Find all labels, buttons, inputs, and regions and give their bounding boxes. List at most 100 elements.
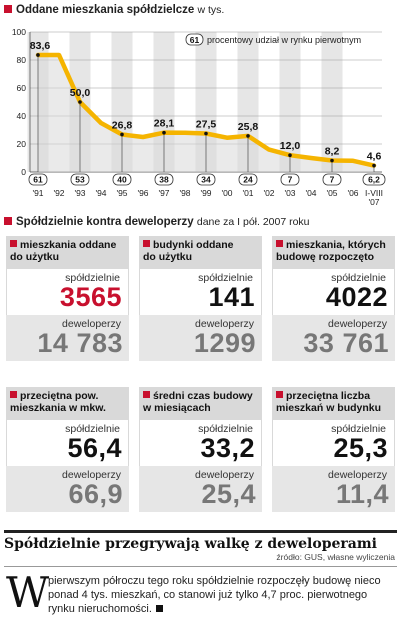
card-bottom: deweloperzy 11,4 <box>272 466 395 512</box>
card-bottom-label: deweloperzy <box>328 318 387 330</box>
card-bottom-label: deweloperzy <box>62 469 121 481</box>
data-label: 83,6 <box>30 40 51 52</box>
housing-chart: 0 20 40 60 80 100 83,6 50,0 26,8 28,1 27,5 25,8 12,0… <box>12 27 386 207</box>
section2-subtitle: dane za I pół. 2007 roku <box>196 216 310 228</box>
x-tick-label: '00 <box>221 188 232 198</box>
card-title-line1: mieszkania oddane <box>20 239 117 251</box>
article-body-text: pierwszym półroczu tego roku spółdzielni… <box>48 575 381 615</box>
section2-title: Spółdzielnie kontra deweloperzy dane za … <box>4 216 310 228</box>
chart-title-unit: w tys. <box>197 4 225 16</box>
card-bottom-value: 14 783 <box>37 328 123 358</box>
card-bottom-value: 25,4 <box>201 479 256 509</box>
y-tick-label: 40 <box>17 111 27 121</box>
legend-badge-text: 61 <box>190 35 200 45</box>
card-top-label: spółdzielnie <box>198 423 253 435</box>
y-tick-label: 20 <box>17 139 27 149</box>
red-square-icon <box>4 217 12 225</box>
card-bottom-value: 66,9 <box>68 479 123 509</box>
x-tick-label: '92 <box>53 188 64 198</box>
card-top-label: spółdzielnie <box>331 423 386 435</box>
card-top-value: 33,2 <box>200 433 255 463</box>
data-point <box>246 134 250 138</box>
data-point <box>36 53 40 57</box>
data-label: 25,8 <box>238 121 259 133</box>
card-top: spółdzielnie 56,4 <box>6 420 129 466</box>
red-square-icon <box>276 240 283 247</box>
x-tick-label: I-VIII <box>365 188 383 198</box>
card-title: przeciętna pow. mieszkania w mkw. <box>6 387 129 420</box>
x-tick-label: '05 <box>326 188 337 198</box>
share-badge <box>280 173 300 186</box>
data-point <box>204 131 208 136</box>
share-badge-text: 6,2 <box>368 175 380 185</box>
y-tick-label: 100 <box>12 27 26 37</box>
data-label: 8,2 <box>325 146 340 158</box>
legend-badge <box>185 33 204 46</box>
x-tick-label: '02 <box>263 188 274 198</box>
card-title-line1: mieszkania, których <box>286 239 386 251</box>
card-bottom: deweloperzy 25,4 <box>139 466 262 512</box>
data-label: 4,6 <box>367 151 382 163</box>
card-top-value: 141 <box>208 282 255 312</box>
x-tick-label: '07 <box>368 197 379 207</box>
card-top-value: 3565 <box>59 282 122 312</box>
share-badge <box>238 173 258 186</box>
card-construction-started: mieszkania, których budowę rozpoczęto spó… <box>272 236 395 361</box>
card-title-line1: średni czas budowy <box>153 390 253 402</box>
x-tick-label: '01 <box>242 188 253 198</box>
card-top-label: spółdzielnie <box>331 272 386 284</box>
x-tick-label: '96 <box>137 188 148 198</box>
share-badge <box>362 173 386 186</box>
share-badge-text: 7 <box>288 175 293 185</box>
red-square-icon <box>276 391 283 398</box>
share-badge <box>154 173 174 186</box>
card-avg-area: przeciętna pow. mieszkania w mkw. spółdzi… <box>6 387 129 512</box>
share-badge-text: 53 <box>75 175 85 185</box>
card-flats-completed: mieszkania oddane do użytku spółdzielnie 3… <box>6 236 129 361</box>
share-badge <box>70 173 90 186</box>
card-bottom: deweloperzy 1299 <box>139 315 262 361</box>
card-title-line1: przeciętna liczba <box>286 390 371 402</box>
red-square-icon <box>10 240 17 247</box>
share-badge-text: 61 <box>33 175 43 185</box>
article-headline: Spółdzielnie przegrywają walkę z dewelop… <box>4 530 397 552</box>
x-tick-label: '97 <box>158 188 169 198</box>
card-buildings-completed: budynki oddane do użytku spółdzielnie 141 … <box>139 236 262 361</box>
share-badge <box>196 173 216 186</box>
data-point <box>78 100 82 104</box>
card-top: spółdzielnie 141 <box>139 269 262 315</box>
end-square-icon <box>155 605 163 612</box>
card-bottom-value: 33 761 <box>303 328 389 358</box>
card-title-line2: budowę rozpoczęto <box>276 251 374 263</box>
x-tick-label: '06 <box>347 188 358 198</box>
card-title-line2: w miesiącach <box>143 402 211 414</box>
data-point <box>120 132 124 137</box>
card-title: mieszkania oddane do użytku <box>6 236 129 269</box>
red-square-icon <box>4 5 12 13</box>
card-bottom-label: deweloperzy <box>195 318 254 330</box>
shade-band <box>279 32 301 172</box>
x-tick-label: '93 <box>74 188 85 198</box>
share-badge <box>322 173 342 186</box>
share-badge-text: 7 <box>330 175 335 185</box>
card-top-value: 4022 <box>325 282 388 312</box>
card-title: mieszkania, których budowę rozpoczęto <box>272 236 395 269</box>
card-top-label: spółdzielnie <box>65 272 120 284</box>
data-label: 50,0 <box>70 87 91 99</box>
shade-band <box>321 32 343 172</box>
data-point <box>162 130 166 135</box>
card-bottom: deweloperzy 66,9 <box>6 466 129 512</box>
article-body: pierwszym półroczu tego roku spółdzielni… <box>48 574 394 616</box>
x-tick-label: '98 <box>179 188 190 198</box>
drop-cap: W <box>6 568 50 617</box>
y-tick-label: 60 <box>17 83 27 93</box>
data-label: 12,0 <box>280 140 301 152</box>
share-badge-text: 24 <box>243 175 253 185</box>
x-tick-label: '94 <box>95 188 106 198</box>
card-top-label: spółdzielnie <box>65 423 120 435</box>
divider <box>4 566 397 567</box>
card-title: średni czas budowy w miesiącach <box>139 387 262 420</box>
card-title-line2: do użytku <box>143 251 192 263</box>
card-top: spółdzielnie 3565 <box>6 269 129 315</box>
share-badge-text: 34 <box>201 175 211 185</box>
